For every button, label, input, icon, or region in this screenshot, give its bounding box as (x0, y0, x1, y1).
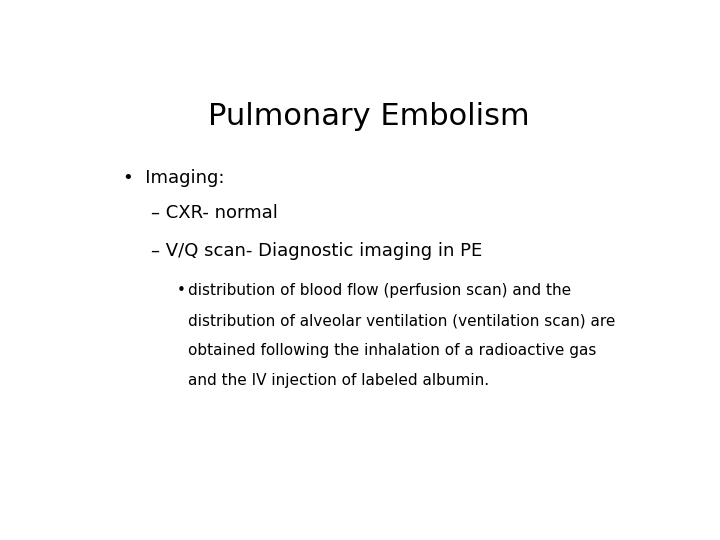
Text: – CXR- normal: – CXR- normal (151, 204, 278, 222)
Text: •: • (176, 283, 185, 298)
Text: obtained following the inhalation of a radioactive gas: obtained following the inhalation of a r… (188, 343, 596, 358)
Text: and the IV injection of labeled albumin.: and the IV injection of labeled albumin. (188, 373, 489, 388)
Text: distribution of blood flow (perfusion scan) and the: distribution of blood flow (perfusion sc… (188, 283, 571, 298)
Text: •  Imaging:: • Imaging: (124, 168, 225, 187)
Text: – V/Q scan- Diagnostic imaging in PE: – V/Q scan- Diagnostic imaging in PE (151, 241, 482, 260)
Text: distribution of alveolar ventilation (ventilation scan) are: distribution of alveolar ventilation (ve… (188, 313, 615, 328)
Text: Pulmonary Embolism: Pulmonary Embolism (208, 102, 530, 131)
